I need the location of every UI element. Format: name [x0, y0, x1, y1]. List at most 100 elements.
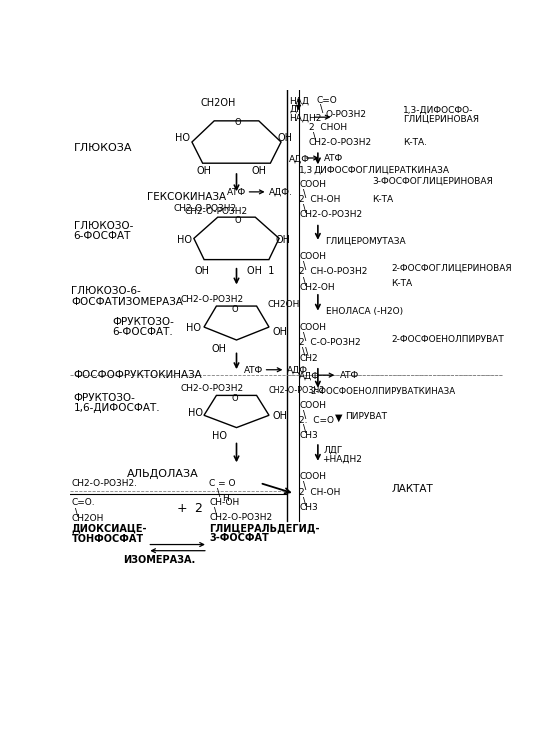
- Text: HO: HO: [212, 432, 227, 441]
- Text: НАДН2: НАДН2: [289, 114, 321, 123]
- Text: СН3: СН3: [299, 503, 318, 512]
- Text: АТФ: АТФ: [324, 154, 343, 163]
- Text: OH: OH: [196, 165, 211, 176]
- Text: \: \: [217, 487, 220, 498]
- Text: \\: \\: [302, 347, 308, 357]
- Text: OH  1: OH 1: [247, 265, 274, 276]
- Text: 1,3-ДИФОСФО-: 1,3-ДИФОСФО-: [403, 105, 473, 114]
- Text: +НАДН2: +НАДН2: [322, 454, 362, 463]
- Text: 6-ФОСФАТ.: 6-ФОСФАТ.: [112, 327, 173, 338]
- Text: АДФ: АДФ: [299, 371, 320, 381]
- Text: CH2-O-PO3H2: CH2-O-PO3H2: [210, 513, 272, 522]
- Text: 2  СН-ОН: 2 СН-ОН: [299, 195, 340, 204]
- Text: 3-ФОСФАТ: 3-ФОСФАТ: [210, 533, 269, 543]
- Text: ТОНФОСФАТ: ТОНФОСФАТ: [72, 534, 144, 544]
- Text: 1,6-ДИФОСФАТ.: 1,6-ДИФОСФАТ.: [74, 403, 160, 413]
- Text: C=O: C=O: [316, 96, 337, 105]
- Text: O: O: [231, 305, 238, 314]
- Text: 2.  С=О: 2. С=О: [299, 416, 334, 425]
- Text: АДФ: АДФ: [289, 154, 310, 163]
- Text: \: \: [303, 205, 306, 214]
- Text: CH2-O-PO3H2: CH2-O-PO3H2: [180, 295, 243, 304]
- Text: ФОСФАТИЗОМЕРАЗА: ФОСФАТИЗОМЕРАЗА: [72, 296, 183, 307]
- Text: ГЕКСОКИНАЗА: ГЕКСОКИНАЗА: [148, 192, 226, 202]
- Text: ГЛИЦЕРАЛЬДЕГИД-: ГЛИЦЕРАЛЬДЕГИД-: [210, 523, 320, 533]
- Text: 2  С-О-PO3H2: 2 С-О-PO3H2: [299, 338, 361, 347]
- Text: 2-ФОСФОЕНОЛПИРУВАТ: 2-ФОСФОЕНОЛПИРУВАТ: [391, 335, 504, 344]
- Text: К-ТА.: К-ТА.: [403, 138, 427, 147]
- Text: OH: OH: [194, 265, 209, 276]
- Text: АДФ.: АДФ.: [269, 188, 293, 197]
- Text: АДФ: АДФ: [287, 366, 308, 375]
- Text: ПИРУВАТ: ПИРУВАТ: [345, 412, 387, 421]
- Text: ДИФОСФОГЛИЦЕРАТКИНАЗА: ДИФОСФОГЛИЦЕРАТКИНАЗА: [314, 165, 450, 174]
- Text: 2-ФОСФОЕНОЛПИРУВАТКИНАЗА: 2-ФОСФОЕНОЛПИРУВАТКИНАЗА: [310, 387, 455, 396]
- Text: СН2: СН2: [299, 353, 318, 362]
- Text: H: H: [222, 494, 229, 503]
- Text: ДИОКСИАЦЕ-: ДИОКСИАЦЕ-: [72, 523, 147, 534]
- Text: HO: HO: [175, 132, 190, 143]
- Text: 1,3: 1,3: [299, 165, 314, 174]
- Text: К-ТА: К-ТА: [372, 195, 393, 204]
- Text: ГЛИЦЕРИНОВАЯ: ГЛИЦЕРИНОВАЯ: [403, 115, 479, 124]
- Text: CH-OH: CH-OH: [210, 499, 240, 508]
- Text: СН3: СН3: [299, 431, 318, 440]
- Text: 2  СН-ОН: 2 СН-ОН: [299, 487, 340, 496]
- Text: HO: HO: [188, 408, 203, 418]
- Text: ЛДГ: ЛДГ: [324, 446, 343, 455]
- Text: CH2-O-PO3H2: CH2-O-PO3H2: [268, 386, 325, 395]
- Text: ГЛЮКОЗА: ГЛЮКОЗА: [74, 143, 132, 153]
- Text: \: \: [303, 424, 306, 435]
- Text: \: \: [303, 497, 306, 507]
- Text: 2  СНОН: 2 СНОН: [309, 123, 347, 132]
- Text: CH2OH: CH2OH: [268, 300, 300, 308]
- Text: +: +: [177, 502, 188, 515]
- Text: OH: OH: [277, 132, 292, 143]
- Text: \: \: [303, 332, 306, 342]
- Text: \: \: [303, 277, 306, 287]
- Text: \: \: [214, 507, 217, 517]
- Text: ФОСФОФРУКТОКИНАЗА: ФОСФОФРУКТОКИНАЗА: [74, 370, 202, 380]
- Text: CH2-O-PO3H2: CH2-O-PO3H2: [309, 138, 372, 147]
- Text: CH2OH: CH2OH: [201, 98, 236, 108]
- Text: ДГ: ДГ: [289, 105, 302, 114]
- Text: \: \: [303, 481, 306, 491]
- Text: \: \: [320, 104, 324, 114]
- Text: ЛАКТАТ: ЛАКТАТ: [391, 484, 433, 495]
- Text: \: \: [303, 261, 306, 271]
- Text: OH: OH: [276, 235, 291, 245]
- Text: CH2-ОН: CH2-ОН: [299, 283, 335, 292]
- Text: OH: OH: [273, 327, 288, 338]
- Text: ФРУКТОЗО-: ФРУКТОЗО-: [112, 317, 174, 327]
- Text: OH: OH: [273, 411, 288, 420]
- Text: ФРУКТОЗО-: ФРУКТОЗО-: [74, 393, 136, 403]
- Text: СООН: СООН: [299, 401, 326, 410]
- Text: АТФ: АТФ: [227, 188, 247, 197]
- Text: OH: OH: [252, 165, 267, 176]
- Text: HO: HO: [186, 323, 201, 333]
- Text: CH2-O-PO3H2: CH2-O-PO3H2: [184, 208, 247, 217]
- Text: CH2-O-PO3H2.: CH2-O-PO3H2.: [72, 479, 138, 488]
- Text: \: \: [303, 189, 306, 199]
- Text: 2-ФОСФОГЛИЦЕРИНОВАЯ: 2-ФОСФОГЛИЦЕРИНОВАЯ: [391, 263, 512, 272]
- Text: ЕНОЛАСА (-Н2О): ЕНОЛАСА (-Н2О): [326, 308, 402, 317]
- Text: К-ТА: К-ТА: [391, 279, 413, 288]
- Text: ГЛЮКОЗО-: ГЛЮКОЗО-: [74, 221, 133, 231]
- Text: ГЛЮКОЗО-6-: ГЛЮКОЗО-6-: [72, 286, 141, 296]
- Text: \: \: [303, 410, 306, 420]
- Text: СООН: СООН: [299, 252, 326, 261]
- Text: 6-ФОСФАТ: 6-ФОСФАТ: [74, 231, 131, 241]
- Text: OH: OH: [212, 344, 227, 354]
- Text: CH2-O-PO3H2: CH2-O-PO3H2: [180, 384, 243, 393]
- Text: HO: HO: [177, 235, 192, 245]
- Text: \: \: [75, 508, 79, 517]
- Text: СООН: СООН: [299, 180, 326, 189]
- Text: ▼: ▼: [335, 413, 343, 423]
- Text: НАД: НАД: [289, 96, 309, 105]
- Text: O: O: [231, 394, 238, 403]
- Text: O-PO3H2: O-PO3H2: [326, 111, 367, 120]
- Text: C = O: C = O: [210, 479, 236, 488]
- Text: CH2-O-PO3H2: CH2-O-PO3H2: [299, 211, 362, 220]
- Text: 3-ФОСФОГЛИЦЕРИНОВАЯ: 3-ФОСФОГЛИЦЕРИНОВАЯ: [372, 177, 493, 186]
- Text: СООН: СООН: [299, 323, 326, 332]
